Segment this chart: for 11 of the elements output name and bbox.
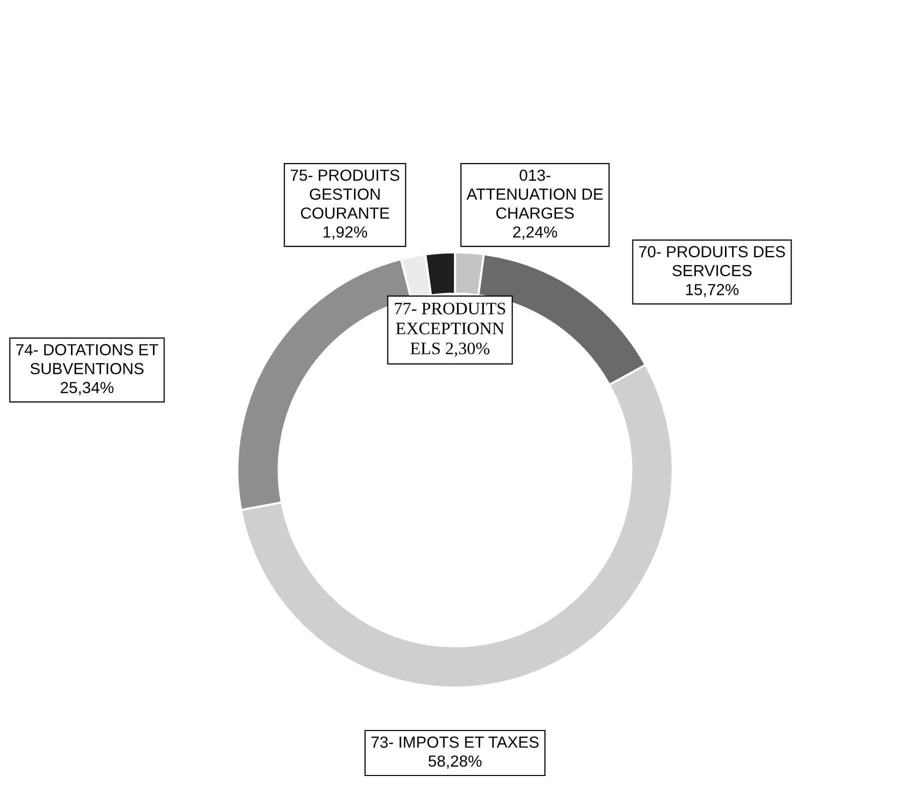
- slice-label: 74- DOTATIONS ET SUBVENTIONS: [16, 344, 158, 374]
- data-label: 25,34%: [60, 382, 114, 396]
- data-label: 2,24%: [513, 226, 558, 240]
- slice-label: 75- PRODUITS GESTION COURANTE: [290, 170, 400, 219]
- slice-label: 013- ATTENUATION DE CHARGES: [466, 170, 603, 219]
- slice-label: 77- PRODUITS EXCEPTIONNELS 2,30%: [394, 302, 506, 357]
- data-label: 58,28%: [428, 755, 482, 769]
- slice-label: 73- IMPOTS ET TAXES: [371, 736, 539, 748]
- slice-label: 70- PRODUITS DES SERVICES: [639, 246, 785, 276]
- data-label: 15,72%: [686, 284, 739, 298]
- data-label: 1,92%: [324, 226, 368, 240]
